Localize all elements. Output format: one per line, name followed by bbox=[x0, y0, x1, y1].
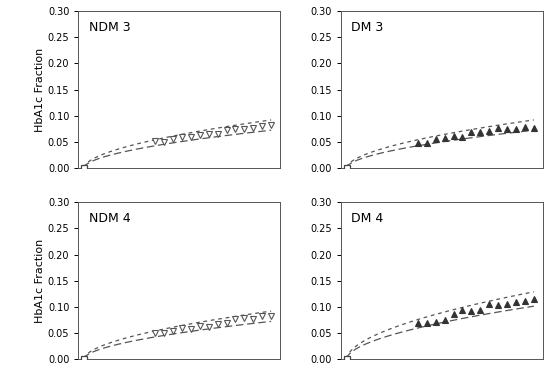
Text: NDM 4: NDM 4 bbox=[88, 212, 130, 225]
Text: DM 3: DM 3 bbox=[351, 21, 384, 34]
Text: DM 4: DM 4 bbox=[351, 212, 384, 225]
Y-axis label: HbA1c Fraction: HbA1c Fraction bbox=[35, 47, 45, 132]
Text: NDM 3: NDM 3 bbox=[88, 21, 130, 34]
Y-axis label: HbA1c Fraction: HbA1c Fraction bbox=[35, 239, 45, 323]
